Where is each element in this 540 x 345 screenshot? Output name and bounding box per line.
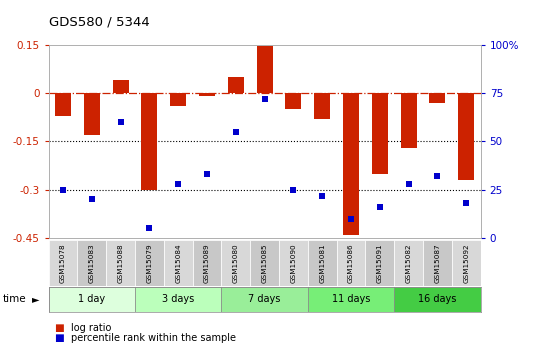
Bar (228, 77, 244, 93)
Point (462, 200, 470, 206)
Point (404, 181, 413, 187)
Text: 1 day: 1 day (78, 295, 105, 304)
Text: GDS580 / 5344: GDS580 / 5344 (49, 16, 150, 29)
Bar (221, 287, 308, 312)
Point (202, 171, 211, 177)
Bar (113, 80, 129, 93)
Text: GSM15086: GSM15086 (348, 244, 354, 283)
Text: GSM15092: GSM15092 (463, 244, 469, 283)
Text: GSM15087: GSM15087 (434, 244, 441, 283)
Text: 11 days: 11 days (332, 295, 370, 304)
Bar (314, 93, 330, 119)
Bar (49, 287, 135, 312)
Text: 16 days: 16 days (418, 295, 457, 304)
Text: GSM15091: GSM15091 (377, 244, 383, 283)
Bar (135, 240, 164, 286)
Bar (279, 240, 308, 286)
Bar (394, 287, 481, 312)
Bar (221, 240, 250, 286)
Text: GSM15084: GSM15084 (175, 244, 181, 283)
Text: GSM15082: GSM15082 (406, 244, 411, 283)
Point (174, 181, 183, 187)
Bar (256, 47, 273, 93)
Bar (429, 93, 445, 103)
Text: log ratio: log ratio (71, 323, 112, 333)
Point (347, 216, 355, 221)
Point (59, 187, 68, 193)
Text: GSM15078: GSM15078 (60, 244, 66, 283)
Bar (286, 93, 301, 109)
Point (116, 119, 125, 125)
Bar (84, 93, 100, 135)
Text: GSM15083: GSM15083 (89, 244, 95, 283)
Bar (55, 93, 71, 116)
Bar (141, 93, 157, 190)
Text: 7 days: 7 days (248, 295, 281, 304)
Bar (452, 240, 481, 286)
Bar (135, 287, 221, 312)
Bar (308, 240, 336, 286)
Point (289, 187, 298, 193)
Point (318, 193, 327, 198)
Text: GSM15079: GSM15079 (146, 244, 152, 283)
Bar (308, 287, 394, 312)
Text: 3 days: 3 days (162, 295, 194, 304)
Point (87, 197, 96, 202)
Bar (49, 240, 77, 286)
Point (232, 129, 240, 135)
Bar (423, 240, 452, 286)
Point (145, 226, 154, 231)
Bar (336, 240, 366, 286)
Text: percentile rank within the sample: percentile rank within the sample (71, 333, 237, 343)
Bar (372, 93, 388, 174)
Point (375, 204, 384, 210)
Text: ■: ■ (54, 333, 64, 343)
Bar (106, 240, 135, 286)
Text: GSM15088: GSM15088 (118, 244, 124, 283)
Text: GSM15085: GSM15085 (261, 244, 268, 283)
Bar (366, 240, 394, 286)
Text: time: time (3, 295, 26, 304)
Text: ■: ■ (54, 323, 64, 333)
Text: GSM15090: GSM15090 (291, 244, 296, 283)
Bar (458, 93, 474, 180)
Bar (250, 240, 279, 286)
Bar (401, 93, 416, 148)
Bar (199, 93, 215, 96)
Bar (164, 240, 193, 286)
Text: GSM15089: GSM15089 (204, 244, 210, 283)
Text: GSM15081: GSM15081 (319, 244, 325, 283)
Bar (343, 93, 359, 235)
Bar (170, 93, 186, 106)
Bar (394, 240, 423, 286)
Bar (77, 240, 106, 286)
Bar (193, 240, 221, 286)
Text: GSM15080: GSM15080 (233, 244, 239, 283)
Point (433, 174, 442, 179)
Point (260, 96, 269, 102)
Text: ►: ► (32, 295, 40, 304)
